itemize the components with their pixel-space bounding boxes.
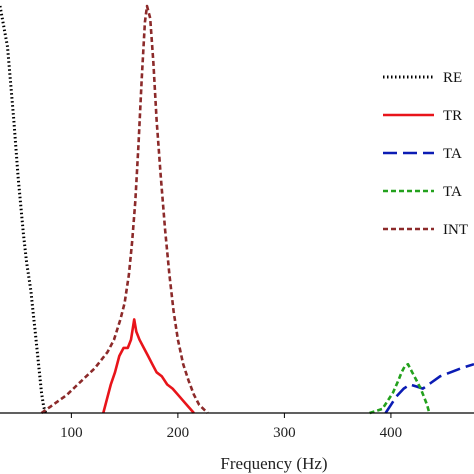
legend-label-ta-3: TA (443, 184, 462, 200)
x-tick-layer: 100 200 300 400 (60, 413, 402, 441)
series-line-ta-3 (369, 362, 431, 415)
series-layer (0, 4, 474, 415)
legend: RE TR TA TA INT (383, 70, 468, 238)
x-tick-label: 400 (380, 425, 403, 441)
legend-label-tr-1: TR (443, 108, 462, 124)
legend-label-re-0: RE (443, 70, 462, 86)
legend-label-int-4: INT (443, 222, 468, 238)
x-tick-label: 200 (167, 425, 190, 441)
x-axis-label: Frequency (Hz) (220, 454, 327, 473)
series-line-tr-1 (102, 318, 195, 414)
legend-label-ta-2: TA (443, 146, 462, 162)
x-tick-label: 300 (273, 425, 296, 441)
series-line-re-0 (0, 5, 48, 414)
x-tick-label: 100 (60, 425, 83, 441)
series-line-int-4 (40, 4, 209, 415)
series-line-ta-2 (384, 362, 474, 414)
